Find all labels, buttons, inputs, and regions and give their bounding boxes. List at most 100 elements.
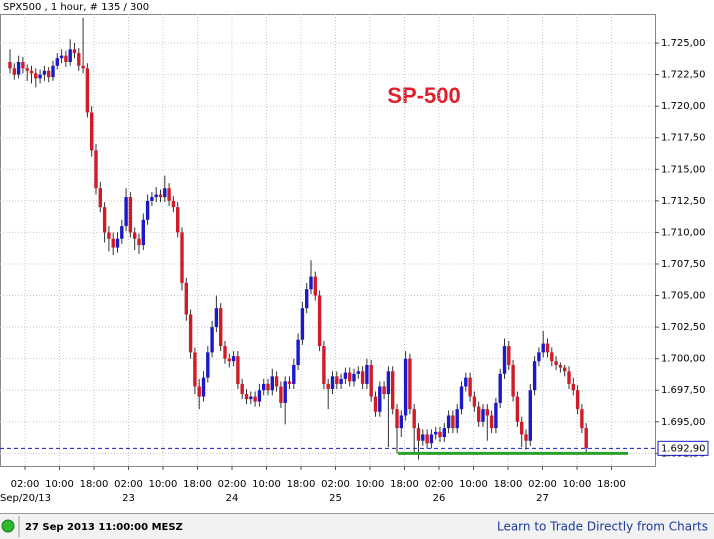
candle-body (150, 197, 154, 201)
candle-body (317, 295, 322, 347)
candle-body (223, 346, 227, 359)
learn-link[interactable]: Learn to Trade Directly from Charts (497, 520, 708, 534)
candle-body (532, 361, 537, 391)
candle-body (266, 383, 270, 391)
candle-body (240, 383, 244, 395)
candle-body (459, 386, 464, 410)
candle-body (412, 409, 416, 429)
status-icon (1, 519, 15, 533)
day-label: Sep/20/13 (0, 493, 51, 504)
candle-body (541, 343, 545, 353)
candle-body (442, 428, 446, 437)
y-tick-label: 1.712,50 (661, 196, 706, 207)
candle-body (262, 383, 266, 391)
candle-body (395, 409, 399, 429)
candle-body (313, 276, 317, 296)
candle-body (352, 373, 356, 382)
candle-body (163, 188, 167, 198)
candle-body (279, 386, 283, 403)
candle-body (550, 352, 554, 362)
candle-body (128, 197, 133, 233)
candle-body (558, 364, 563, 368)
y-tick-label: 1.707,50 (661, 259, 706, 270)
y-tick-label: 1.725,00 (661, 38, 706, 49)
x-tick-label: 18:00 (287, 479, 316, 490)
candle-body (339, 378, 343, 384)
candle-body (90, 112, 94, 151)
y-tick-label: 1.705,00 (661, 291, 706, 302)
y-tick-label: 1.722,50 (661, 70, 706, 81)
candle-body (72, 49, 77, 54)
candle-body (348, 372, 352, 382)
candle-body (171, 200, 176, 208)
y-tick-label: 1.720,00 (661, 101, 706, 112)
header: SPX500 , 1 hour, # 135 / 300 (3, 2, 149, 13)
chart-title: SP-500 (387, 83, 460, 108)
candle-body (25, 68, 29, 71)
x-tick-label: 02:00 (218, 479, 247, 490)
candle-body (120, 226, 124, 239)
candle-body (563, 367, 567, 372)
candle-body (343, 372, 348, 379)
candle-body (451, 415, 455, 429)
candle-body (176, 207, 180, 233)
candle-body (253, 396, 257, 402)
candle-body (201, 377, 206, 397)
candle-body (94, 150, 98, 189)
candle-body (154, 194, 158, 198)
candle-body (382, 386, 386, 395)
candle-body (356, 371, 360, 374)
x-tick-label: 02:00 (528, 479, 557, 490)
candle-body (219, 308, 223, 347)
x-tick-label: 02:00 (114, 479, 143, 490)
candle-body (141, 219, 145, 246)
candle-body (133, 232, 137, 239)
candle-body (365, 364, 369, 384)
y-tick-label: 1.717,50 (661, 133, 706, 144)
candle-body (438, 431, 442, 437)
day-label: 25 (329, 493, 342, 504)
candle-body (391, 371, 395, 410)
candle-body (107, 232, 111, 239)
x-tick-label: 18:00 (597, 479, 626, 490)
candle-body (42, 70, 47, 75)
candle-body (197, 386, 201, 397)
candle-body (305, 289, 309, 309)
candle-body (77, 53, 81, 66)
candle-body (249, 396, 253, 400)
candle-body (115, 238, 120, 248)
candle-body (184, 282, 188, 315)
candle-body (464, 377, 468, 387)
candle-body (244, 394, 249, 400)
candle-body (498, 373, 502, 403)
candle-body (360, 371, 365, 384)
candle-body (524, 434, 528, 441)
candle-body (137, 238, 141, 246)
candle-body (386, 371, 391, 395)
candle-body (373, 396, 378, 412)
last-price-label: 1.692,90 (661, 443, 706, 454)
y-tick-label: 1.715,00 (661, 164, 706, 175)
candle-body (446, 415, 451, 429)
candle-body (300, 308, 305, 340)
candle-body (335, 376, 339, 384)
y-tick-label: 1.697,50 (661, 385, 706, 396)
y-tick-label: 1.700,00 (661, 354, 706, 365)
x-tick-label: 10:00 (563, 479, 592, 490)
candle-body (210, 327, 214, 353)
day-label: 24 (226, 493, 239, 504)
candle-body (309, 276, 313, 290)
candle-body (425, 434, 429, 444)
y-tick-label: 1.710,00 (661, 227, 706, 238)
candle-body (554, 361, 558, 365)
candle-body (515, 396, 520, 422)
candle-body (567, 371, 571, 384)
candle-body (520, 421, 524, 435)
candle-body (68, 49, 72, 62)
candle-body (257, 390, 262, 402)
x-tick-label: 18:00 (390, 479, 419, 490)
candle-body (416, 428, 421, 441)
candle-body (326, 383, 330, 389)
